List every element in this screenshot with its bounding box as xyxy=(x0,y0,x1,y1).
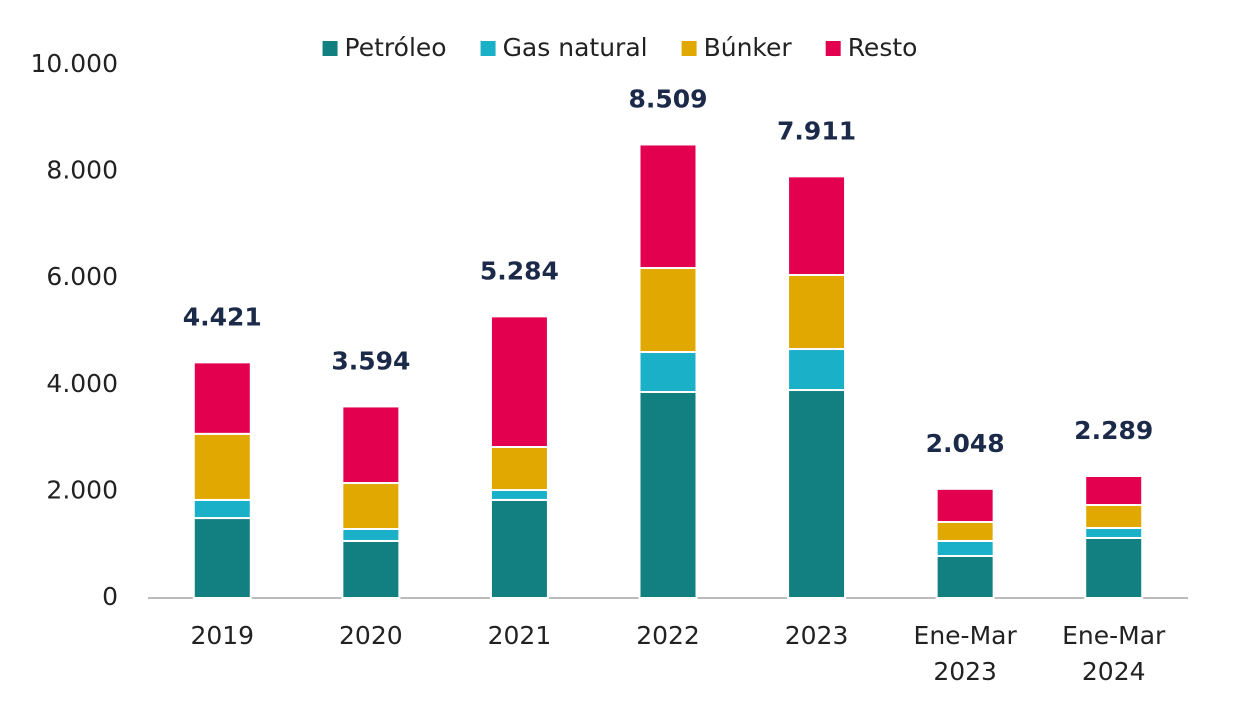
total-label: 8.509 xyxy=(628,84,707,113)
y-tick-label: 10.000 xyxy=(31,49,118,78)
bar-segment xyxy=(787,175,847,277)
x-tick-label: Ene-Mar 2024 xyxy=(1062,621,1166,686)
bar-segment xyxy=(489,446,549,492)
bar-segment xyxy=(192,361,252,435)
bar-segment xyxy=(341,527,401,542)
bar-segment xyxy=(935,554,995,599)
legend-label: Búnker xyxy=(704,33,793,62)
y-tick-label: 4.000 xyxy=(46,369,118,398)
x-tick-label: 2019 xyxy=(190,621,255,650)
bar-segment xyxy=(638,267,698,354)
legend-swatch xyxy=(322,41,338,56)
x-tick-label: 2021 xyxy=(487,621,552,650)
bar-segment xyxy=(787,389,847,599)
y-tick-label: 2.000 xyxy=(46,475,118,504)
bar-segment xyxy=(935,520,995,542)
bar-segment xyxy=(638,351,698,393)
legend-swatch xyxy=(825,41,841,56)
bar-segment xyxy=(935,539,995,557)
bar-segment xyxy=(489,315,549,449)
legend-swatch xyxy=(480,41,496,56)
x-tick-label: 2020 xyxy=(339,621,403,650)
bar-segment xyxy=(192,432,252,501)
bar-segment xyxy=(787,348,847,392)
bar-segment xyxy=(638,143,698,270)
x-tick-label: Ene-Mar 2023 xyxy=(913,621,1017,686)
y-tick-label: 0 xyxy=(102,582,118,611)
legend-label: Petróleo xyxy=(345,33,447,62)
legend-swatch xyxy=(681,41,697,56)
bar-segment xyxy=(1084,527,1144,539)
x-tick-label: 2022 xyxy=(636,621,700,650)
total-label: 7.911 xyxy=(777,116,856,145)
total-label: 5.284 xyxy=(480,256,559,285)
x-tick-label: 2023 xyxy=(784,621,849,650)
y-tick-label: 8.000 xyxy=(46,156,118,185)
bar-segment xyxy=(341,539,401,599)
bar-segment xyxy=(192,498,252,520)
total-label: 4.421 xyxy=(183,302,262,331)
bar-segment xyxy=(1084,536,1144,599)
bar-segment xyxy=(1084,474,1144,506)
legend-label: Resto xyxy=(848,33,918,62)
bar-segment xyxy=(341,405,401,485)
total-label: 2.048 xyxy=(926,429,1005,458)
total-label: 2.289 xyxy=(1074,416,1153,445)
y-tick-label: 6.000 xyxy=(46,262,118,291)
bar-segment xyxy=(341,482,401,530)
total-label: 3.594 xyxy=(331,346,410,375)
bar-segment xyxy=(489,489,549,501)
bar-segment xyxy=(935,487,995,523)
bar-segment xyxy=(489,498,549,600)
bar-segment xyxy=(638,390,698,600)
legend-label: Gas natural xyxy=(503,33,648,62)
bar-segment xyxy=(1084,503,1144,530)
bar-segment xyxy=(192,517,252,599)
bar-segment xyxy=(787,274,847,351)
